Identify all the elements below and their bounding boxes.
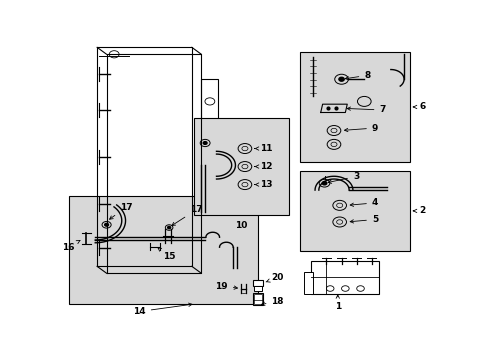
Circle shape [203, 141, 206, 144]
Bar [311, 261, 379, 294]
Bar [252, 280, 263, 286]
Text: 3: 3 [327, 172, 359, 183]
Bar [68, 195, 258, 304]
Bar [252, 293, 263, 305]
Text: 18: 18 [261, 297, 284, 306]
Bar [299, 51, 409, 162]
Text: 20: 20 [265, 273, 283, 282]
Bar [253, 286, 262, 291]
Text: 19: 19 [215, 282, 237, 291]
Circle shape [104, 223, 108, 226]
Text: 8: 8 [345, 71, 370, 80]
Text: 5: 5 [349, 215, 377, 224]
Text: 17: 17 [109, 203, 132, 219]
Bar [193, 118, 288, 215]
Text: 15: 15 [158, 248, 176, 261]
Circle shape [322, 181, 326, 185]
Bar [299, 171, 409, 251]
Text: 7: 7 [346, 105, 385, 114]
Text: 2: 2 [412, 206, 425, 215]
Bar [201, 79, 218, 248]
Text: 14: 14 [133, 303, 192, 316]
Text: 11: 11 [254, 144, 272, 153]
Circle shape [338, 77, 344, 81]
Text: 9: 9 [344, 123, 378, 132]
Circle shape [167, 226, 170, 229]
Text: 4: 4 [349, 198, 378, 207]
Text: 17: 17 [171, 205, 202, 225]
Text: 6: 6 [412, 103, 425, 112]
Text: 12: 12 [254, 162, 272, 171]
Text: 16: 16 [62, 240, 80, 252]
Text: 13: 13 [254, 180, 272, 189]
Text: 10: 10 [234, 221, 247, 230]
Bar [253, 294, 262, 304]
Text: 1: 1 [334, 295, 340, 311]
Bar [303, 272, 312, 294]
